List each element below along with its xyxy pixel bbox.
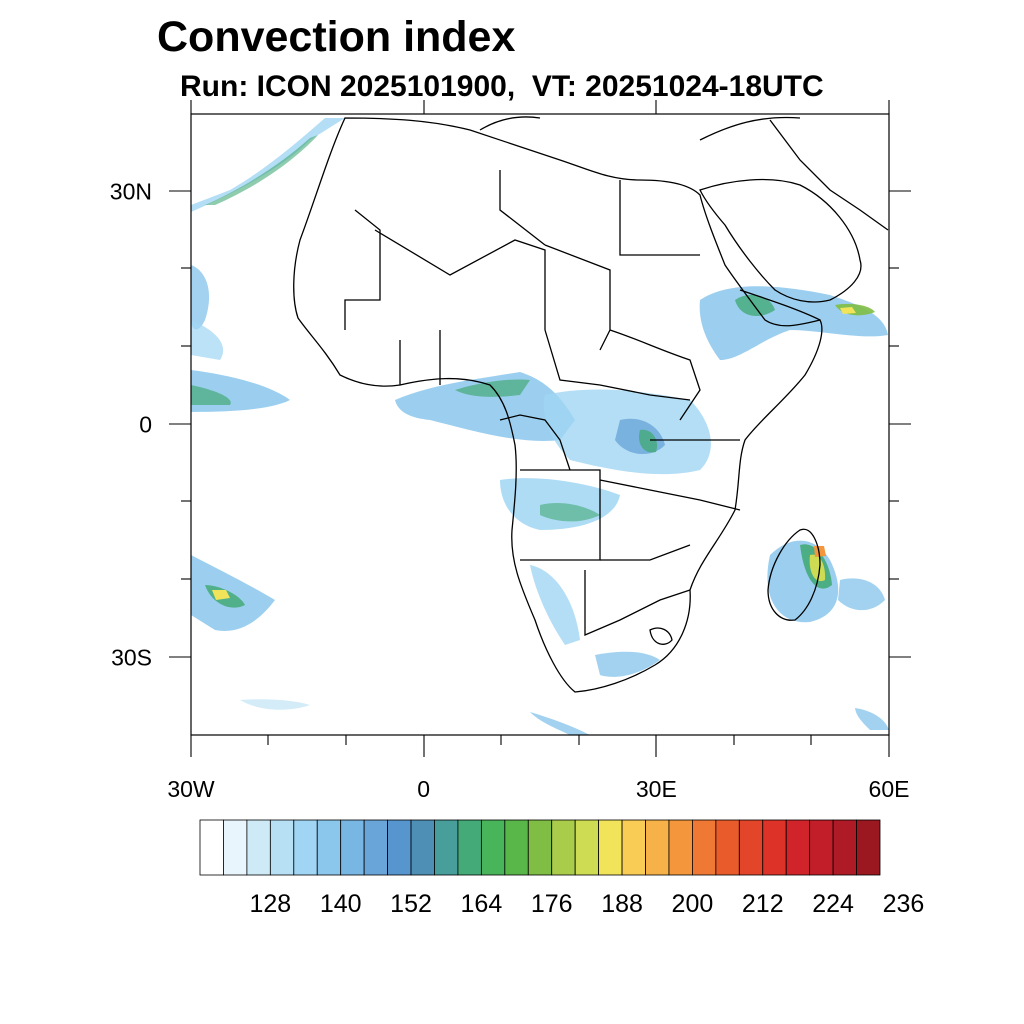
colorbar-swatch — [293, 819, 318, 876]
colorbar-label: 224 — [812, 890, 854, 918]
x-tick-label: 30W — [167, 776, 215, 802]
colorbar-swatch — [692, 819, 717, 876]
x-tick-label: 60E — [869, 776, 910, 802]
coastlines — [293, 116, 889, 693]
colorbar-swatch — [269, 819, 295, 876]
colorbar-swatch — [574, 819, 600, 876]
colorbar-swatch — [621, 819, 646, 876]
convection-field — [191, 118, 889, 735]
colorbar-swatch — [199, 819, 224, 876]
colorbar-swatch — [410, 819, 435, 876]
colorbar-swatch — [856, 819, 881, 876]
colorbar-swatch — [480, 819, 506, 876]
colorbar-label: 128 — [249, 890, 291, 918]
colorbar-swatch — [738, 819, 764, 876]
colorbar-swatch — [527, 819, 553, 876]
axis-ticks — [169, 100, 911, 757]
y-tick-label: 0 — [139, 412, 152, 438]
colorbar-swatch — [715, 819, 740, 876]
x-tick-label: 0 — [417, 776, 430, 802]
colorbar-label: 164 — [461, 890, 503, 918]
colorbar — [199, 819, 881, 876]
colorbar-swatch — [504, 819, 529, 876]
colorbar-label: 200 — [672, 890, 714, 918]
x-tick-label: 30E — [636, 776, 677, 802]
colorbar-label: 236 — [883, 890, 925, 918]
colorbar-swatch — [832, 819, 857, 876]
colorbar-label: 176 — [531, 890, 573, 918]
y-tick-label: 30N — [110, 179, 152, 205]
colorbar-label: 188 — [601, 890, 643, 918]
map-title: Convection index — [157, 13, 516, 61]
colorbar-swatch — [223, 819, 248, 876]
colorbar-swatch — [387, 819, 412, 876]
colorbar-swatch — [551, 819, 576, 876]
colorbar-swatch — [668, 819, 693, 876]
colorbar-label: 152 — [390, 890, 432, 918]
colorbar-swatch — [809, 819, 834, 876]
colorbar-swatch — [434, 819, 459, 876]
colorbar-swatch — [363, 819, 388, 876]
y-tick-label: 30S — [111, 644, 152, 670]
colorbar-swatch — [340, 819, 365, 876]
colorbar-swatch — [785, 819, 811, 876]
colorbar-swatch — [316, 819, 342, 876]
colorbar-labels: 128 140 152 164 176 188 200 212 224 236 — [249, 890, 924, 918]
x-axis-labels: 30W 0 30E 60E — [167, 776, 909, 802]
colorbar-swatch — [762, 819, 787, 876]
map-subtitle: Run: ICON 2025101900, VT: 20251024-18UTC — [180, 70, 824, 103]
colorbar-label: 212 — [742, 890, 784, 918]
colorbar-swatch — [457, 819, 482, 876]
colorbar-label: 140 — [320, 890, 362, 918]
colorbar-swatch — [598, 819, 623, 876]
colorbar-swatch — [246, 819, 271, 876]
colorbar-swatch — [645, 819, 670, 876]
y-axis-labels: 30N 0 30S — [110, 179, 152, 671]
